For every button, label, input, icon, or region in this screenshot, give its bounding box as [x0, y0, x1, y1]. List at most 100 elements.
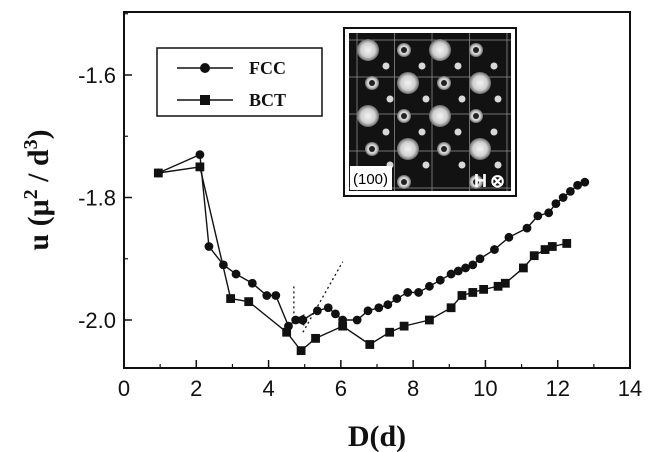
fcc-point	[298, 315, 308, 325]
fcc-point	[204, 242, 214, 251]
inset-small-particle	[490, 128, 498, 136]
inset-small-particle	[418, 62, 426, 70]
y-axis-title-part-3: )	[22, 129, 55, 139]
fcc-point	[468, 260, 478, 270]
fcc-point	[403, 288, 413, 297]
fcc-point	[522, 223, 532, 233]
fcc-point	[475, 254, 485, 264]
fcc-point	[504, 232, 514, 242]
inset-small-particle	[382, 128, 390, 136]
inset-small-particle	[490, 62, 498, 70]
fcc-point	[374, 303, 384, 313]
fcc-point	[490, 245, 499, 254]
bct-point	[500, 278, 510, 288]
inset-particle	[429, 105, 451, 127]
annotations	[292, 261, 344, 333]
fcc-point	[558, 193, 568, 202]
fcc-point	[323, 303, 333, 313]
inset-particle-core	[441, 80, 447, 86]
y-axis-title-part-1: u (μ	[22, 199, 55, 250]
inset-particle-core	[401, 113, 407, 119]
inset-label-box	[350, 166, 392, 190]
axis-ticks	[123, 13, 631, 368]
bct-point	[365, 340, 375, 349]
inset-small-particle	[454, 128, 462, 136]
inset-particle	[469, 138, 491, 160]
x-tick-label: 8	[407, 376, 419, 401]
bct-point	[296, 346, 306, 356]
bct-point	[479, 284, 489, 294]
inset-small-particle	[494, 161, 502, 169]
fcc-point	[392, 294, 402, 303]
bct-point	[226, 294, 236, 303]
x-tick-label: 0	[118, 376, 130, 401]
legend-label-fcc: FCC	[249, 58, 286, 78]
bct-point	[385, 327, 395, 337]
inset-particle-core	[473, 47, 479, 53]
fcc-point	[435, 275, 445, 285]
bct-point	[425, 315, 434, 325]
inset-small-particle	[494, 95, 502, 103]
x-tick-label: 14	[618, 376, 642, 401]
fcc-point	[195, 150, 205, 160]
inset-field-symbol: ⊗	[490, 171, 505, 191]
inset-particle	[469, 72, 491, 94]
bct-point	[529, 251, 539, 261]
y-axis-title-sup-2: 3	[20, 139, 42, 149]
inset-small-particle	[454, 62, 462, 70]
inset-small-particle	[386, 95, 394, 103]
bct-point	[493, 281, 503, 291]
y-axis-title: u (μ2 / d3)	[20, 129, 55, 250]
annotation-dotted-line	[302, 261, 344, 333]
inset-particle-core	[401, 47, 407, 53]
inset-small-particle	[458, 161, 466, 169]
inset-particle	[397, 72, 419, 94]
legend-label-bct: BCT	[249, 90, 286, 110]
bct-point	[547, 242, 557, 251]
inset-particles	[357, 39, 502, 189]
fcc-point	[231, 269, 241, 279]
bct-point	[446, 303, 456, 313]
fcc-point	[580, 177, 590, 187]
y-axis-title-sup-1: 2	[20, 189, 42, 199]
y-tick-label: -2.0	[78, 308, 116, 333]
x-tick-label: 6	[335, 376, 347, 401]
inset-particle-core	[473, 113, 479, 119]
fcc-point	[312, 306, 322, 316]
y-tick-label: -1.6	[78, 63, 116, 88]
x-tick-label: 10	[473, 376, 497, 401]
inset-particle-core	[441, 146, 447, 152]
axis-tick-labels: 0 2 4 6 8 10 12 14 -1.6 -1.8 -2.0	[78, 63, 642, 401]
inset-image: (100) H ⊗	[343, 27, 517, 197]
bct-point	[518, 263, 528, 273]
y-axis-title-part-2: / d	[22, 149, 55, 189]
fcc-point	[271, 291, 281, 300]
fcc-point	[425, 281, 434, 291]
fcc-point	[461, 263, 470, 273]
inset-particle-core	[401, 179, 407, 185]
fcc-point	[533, 211, 543, 221]
inset-particle	[357, 105, 379, 127]
bct-point	[153, 168, 163, 178]
fcc-point	[573, 180, 582, 190]
inset-small-particle	[422, 95, 430, 103]
bct-point	[311, 333, 320, 343]
legend-marker-fcc	[200, 63, 210, 73]
x-axis-title: D(d)	[348, 420, 406, 452]
fcc-point	[551, 199, 561, 209]
fcc-point	[331, 309, 340, 319]
bct-point	[399, 321, 409, 331]
bct-point	[338, 321, 348, 331]
bct-point	[282, 327, 292, 337]
bct-point	[468, 288, 478, 297]
fcc-point	[453, 266, 463, 276]
inset-small-particle	[382, 62, 390, 70]
fcc-point	[414, 288, 423, 297]
inset-small-particle	[418, 128, 426, 136]
bct-point	[195, 162, 205, 172]
bct-point	[540, 245, 550, 254]
inset-particle-core	[369, 146, 375, 152]
series-bct	[153, 162, 572, 356]
x-tick-label: 2	[190, 376, 202, 401]
